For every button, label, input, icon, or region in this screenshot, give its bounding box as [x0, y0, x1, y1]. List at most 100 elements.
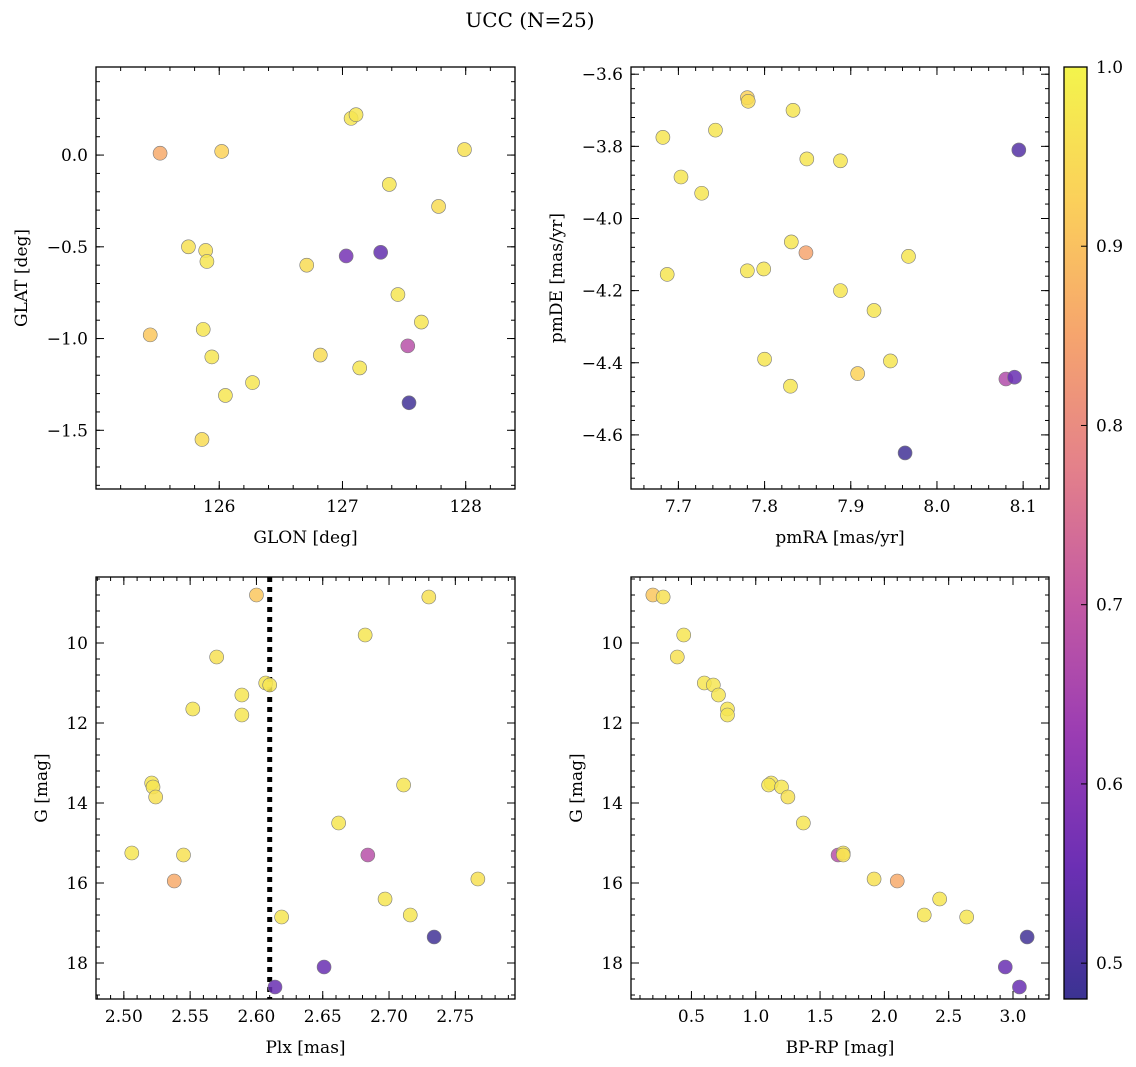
- scatter-point: [1012, 979, 1027, 995]
- scatter-point: [199, 254, 215, 269]
- x-axis-label: pmRA [mas/yr]: [775, 528, 904, 548]
- y-axis-label: G [mag]: [567, 753, 587, 822]
- x-tick-label: 2.60: [238, 1007, 276, 1027]
- scatter-point: [431, 199, 446, 214]
- scatter-point: [784, 234, 799, 250]
- scatter-point: [214, 144, 229, 159]
- scatter-point: [780, 789, 796, 805]
- scatter-point: [402, 907, 418, 923]
- scatter-point: [400, 338, 416, 354]
- y-tick-label: 16: [601, 874, 623, 894]
- colorbar-tick-label: 0.6: [1096, 775, 1123, 795]
- y-tick-label: −3.8: [582, 137, 623, 157]
- scatter-point: [299, 257, 315, 273]
- x-axis-label: GLON [deg]: [253, 528, 357, 548]
- scatter-point: [796, 815, 811, 831]
- scatter-point: [249, 587, 264, 603]
- scatter-point: [756, 261, 772, 277]
- colorbar-gradient: [1063, 66, 1088, 1000]
- scatter-point: [166, 873, 182, 889]
- scatter-point: [1007, 369, 1022, 385]
- x-tick-label: 7.8: [751, 497, 778, 517]
- x-tick-label: 7.7: [665, 497, 692, 517]
- scatter-point: [401, 395, 417, 411]
- x-axis-label: BP-RP [mag]: [786, 1038, 895, 1058]
- scatter-point: [234, 687, 250, 703]
- scatter-point: [267, 979, 283, 995]
- scatter-point: [655, 589, 671, 605]
- scatter-point: [204, 349, 220, 365]
- scatter-point: [932, 891, 947, 907]
- y-tick-label: 18: [601, 954, 623, 974]
- scatter-point: [316, 959, 332, 975]
- y-tick-label: −4.6: [582, 426, 623, 446]
- y-tick-label: −1.0: [47, 330, 88, 350]
- scatter-point: [883, 353, 898, 369]
- x-tick-label: 1.5: [807, 1007, 834, 1027]
- panel-pmra-pmde: 7.7 7.8 7.9 8.0 8.1 −3.6 −3.8 −4.0 −4.2 −4.4 −4.6 p…: [547, 65, 1050, 548]
- x-tick-label: 1.0: [742, 1007, 769, 1027]
- y-tick-label: 16: [66, 874, 88, 894]
- scatter-point: [901, 249, 916, 264]
- y-tick-label: 12: [601, 714, 623, 734]
- scatter-point: [181, 239, 196, 255]
- colorbar-tick-label: 0.9: [1096, 237, 1123, 257]
- scatter-point: [396, 777, 411, 793]
- scatter-point: [720, 707, 735, 723]
- scatter-point: [262, 677, 277, 693]
- x-tick-label: 2.0: [871, 1007, 898, 1027]
- scatter-point: [798, 245, 814, 261]
- scatter-point: [124, 845, 140, 861]
- scatter-point: [390, 287, 406, 302]
- panel-plx-g: 2.50 2.55 2.60 2.65 2.70 2.75 10 12 14 16 18 Plx [m…: [32, 576, 516, 1058]
- scatter-point: [850, 366, 865, 381]
- scatter-point: [916, 907, 932, 923]
- x-tick-label: 2.5: [935, 1007, 962, 1027]
- x-tick-label: 3.0: [999, 1007, 1026, 1027]
- scatter-point: [470, 871, 486, 887]
- scatter-point: [694, 185, 709, 201]
- colorbar-tick-label: 0.7: [1096, 596, 1123, 616]
- scatter-point: [148, 789, 163, 805]
- scatter-point: [218, 388, 233, 403]
- panel-glon-glat: 126 127 128 0.0 −0.5 −1.0 −1.5 GLON [deg] GLAT […: [12, 66, 516, 548]
- scatter-point: [274, 909, 289, 925]
- plot-frame: [95, 576, 516, 1000]
- scatter-point: [352, 360, 368, 376]
- y-axis-label: GLAT [deg]: [12, 229, 32, 327]
- panel-bprp-g: 0.5 1.0 1.5 2.0 2.5 3.0 10 12 14 16 18 BP-RP [mag] G…: [567, 576, 1050, 1058]
- scatter-point: [357, 627, 373, 643]
- scatter-point: [889, 873, 905, 889]
- scatter-point: [659, 267, 675, 282]
- scatter-point: [833, 283, 848, 298]
- scatter-point: [785, 102, 801, 118]
- scatter-point: [377, 891, 393, 907]
- y-tick-label: −4.4: [582, 354, 623, 374]
- y-axis-label: pmDE [mas/yr]: [547, 213, 567, 343]
- scatter-point: [331, 815, 346, 831]
- scatter-point: [740, 263, 755, 279]
- scatter-point: [835, 847, 851, 863]
- scatter-point: [176, 847, 191, 863]
- y-tick-label: 0.0: [61, 146, 88, 166]
- scatter-point: [195, 322, 211, 337]
- y-tick-label: −4.0: [582, 209, 623, 229]
- scatter-point: [833, 153, 848, 169]
- scatter-point: [381, 177, 397, 192]
- y-tick-label: −1.5: [47, 421, 88, 441]
- scatter-point: [234, 707, 250, 723]
- scatter-point: [711, 687, 726, 703]
- x-tick-label: 126: [203, 497, 235, 517]
- scatter-point: [655, 130, 671, 145]
- scatter-point: [209, 649, 224, 665]
- scatter-point: [245, 375, 260, 390]
- x-tick-label: 2.50: [105, 1007, 143, 1027]
- x-tick-label: 2.75: [436, 1007, 474, 1027]
- scatter-point: [866, 871, 882, 887]
- scatter-point: [194, 432, 210, 447]
- y-tick-label: −0.5: [47, 238, 88, 258]
- scatter-point: [959, 909, 974, 925]
- colorbar: 0.5 0.6 0.7 0.8 0.9 1.0: [1063, 58, 1123, 1000]
- y-tick-label: 10: [66, 634, 88, 654]
